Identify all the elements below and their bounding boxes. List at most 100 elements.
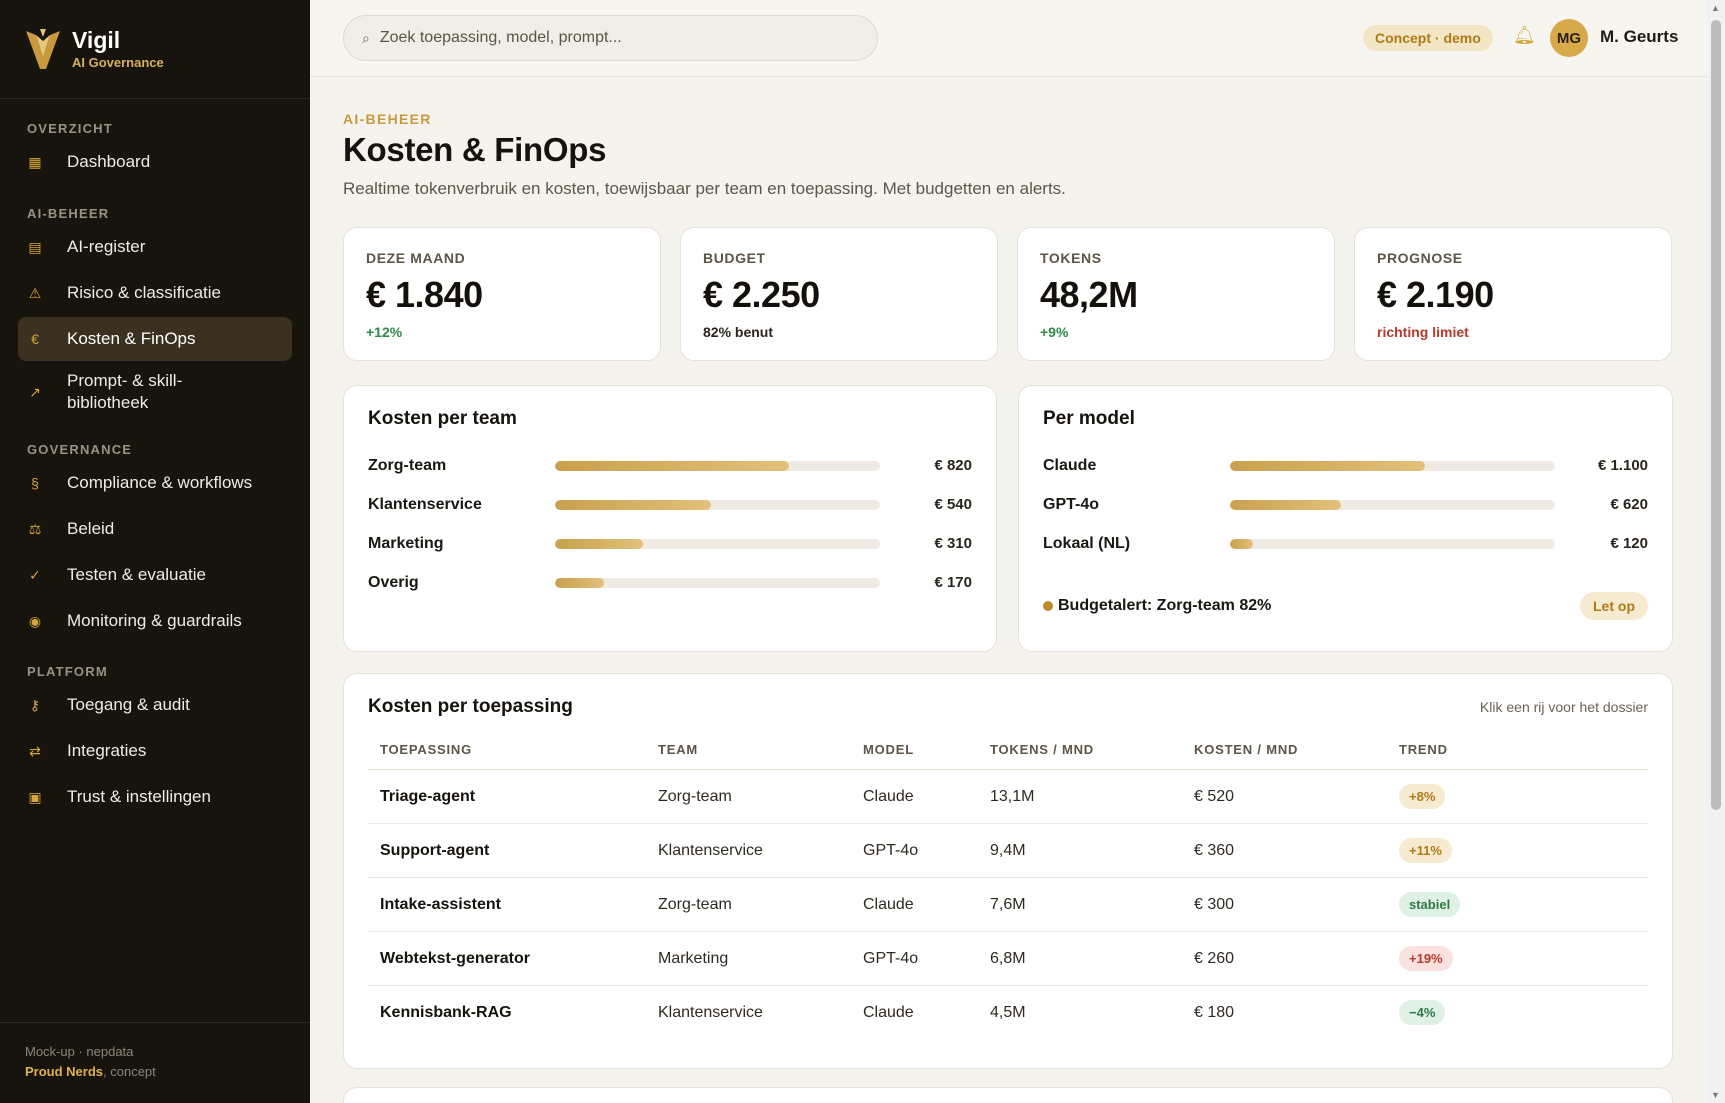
next-card-peek — [343, 1087, 1673, 1103]
column-header[interactable]: TEAM — [646, 742, 851, 770]
sidebar-item-prompt-bibliotheek[interactable]: ↗ Prompt- & skill-bibliotheek — [18, 363, 292, 421]
scroll-down-icon[interactable]: ▼ — [1711, 1090, 1720, 1100]
bar-label: Marketing — [368, 534, 444, 552]
model-bar-row[interactable]: GPT-4o € 620 — [1043, 485, 1648, 524]
model-bars: Claude € 1.100 GPT-4o € 620 Lokaal (NL) … — [1043, 446, 1648, 563]
column-header[interactable]: TOEPASSING — [368, 742, 646, 770]
cell-app: Support-agent — [368, 823, 646, 878]
sidebar-item-label: Testen & evaluatie — [67, 565, 206, 584]
bar-value: € 620 — [1610, 496, 1648, 513]
bar-fill — [1230, 538, 1253, 549]
sidebar-item-trust[interactable]: ▣ Trust & instellingen — [18, 775, 292, 819]
team-bar-row[interactable]: Overig € 170 — [368, 563, 972, 602]
demo-badge: Concept · demo — [1363, 25, 1493, 51]
cell-model: Claude — [851, 877, 978, 932]
table-row[interactable]: Webtekst-generator Marketing GPT-4o 6,8M… — [368, 931, 1648, 986]
sidebar-item-ai-register[interactable]: ▤ AI-register — [18, 225, 292, 269]
sidebar-item-dashboard[interactable]: ▦ Dashboard — [18, 140, 292, 184]
column-header[interactable]: TOKENS / MND — [978, 742, 1182, 770]
warning-icon: ⚠ — [28, 284, 42, 301]
scrollbar-thumb[interactable] — [1711, 20, 1721, 810]
cell-team: Marketing — [646, 931, 851, 986]
footer-credit: Proud Nerds, concept — [25, 1062, 285, 1082]
bar-label: Overig — [368, 573, 419, 591]
footer-mockup-note: Mock-up · nepdata — [25, 1044, 134, 1059]
box-icon: ▣ — [28, 788, 42, 805]
bar-label: Zorg-team — [368, 456, 447, 474]
bar-track — [555, 538, 880, 549]
model-bar-row[interactable]: Lokaal (NL) € 120 — [1043, 524, 1648, 563]
brand[interactable]: Vigil AI Governance — [0, 0, 310, 99]
sidebar-item-kosten-finops[interactable]: € Kosten & FinOps — [18, 317, 292, 361]
cell-team: Klantenservice — [646, 823, 851, 878]
sidebar-item-testen[interactable]: ✓ Testen & evaluatie — [18, 553, 292, 597]
brand-subtitle: AI Governance — [72, 55, 164, 70]
team-bar-row[interactable]: Marketing € 310 — [368, 524, 972, 563]
kpi-note: 82% benut — [703, 324, 774, 340]
footer-brand[interactable]: Proud Nerds — [25, 1064, 104, 1079]
table-row[interactable]: Intake-assistent Zorg-team Claude 7,6M €… — [368, 877, 1648, 932]
table-row[interactable]: Support-agent Klantenservice GPT-4o 9,4M… — [368, 823, 1648, 878]
card-title: Per model — [1043, 408, 1135, 429]
scale-icon: ⚖ — [28, 520, 42, 537]
search-input[interactable] — [379, 29, 840, 47]
kpi-label: PROGNOSE — [1377, 250, 1463, 266]
footer-suffix: , concept — [103, 1064, 156, 1079]
bar-value: € 120 — [1610, 535, 1648, 552]
kpi-value: € 2.190 — [1377, 274, 1494, 315]
nav-section-platform: PLATFORM — [27, 663, 108, 679]
arrow-icon: ↗ — [29, 384, 41, 400]
card-title: Kosten per toepassing — [368, 696, 573, 717]
kpi-card-prognose: PROGNOSE € 2.190 richting limiet — [1354, 227, 1672, 361]
budget-alert[interactable]: Budgetalert: Zorg-team 82% Let op — [1043, 592, 1648, 620]
cell-tokens: 7,6M — [978, 877, 1182, 932]
cell-cost: € 300 — [1182, 877, 1387, 932]
kpi-note: +9% — [1040, 324, 1069, 340]
cell-cost: € 260 — [1182, 931, 1387, 986]
bar-fill — [1230, 460, 1425, 471]
team-bar-row[interactable]: Klantenservice € 540 — [368, 485, 972, 524]
cell-cost: € 180 — [1194, 1003, 1235, 1021]
sidebar-item-risico[interactable]: ⚠ Risico & classificatie — [18, 271, 292, 315]
column-header[interactable]: MODEL — [851, 742, 978, 770]
bar-value: € 820 — [934, 457, 972, 474]
bar-track — [1230, 460, 1555, 471]
cell-trend: stabiel — [1387, 877, 1648, 932]
sidebar: Vigil AI Governance OVERZICHT ▦ Dashboar… — [0, 0, 310, 1103]
bar-fill — [555, 460, 789, 471]
kpi-label: BUDGET — [703, 250, 766, 266]
sidebar-footer: Mock-up · nepdata Proud Nerds, concept — [0, 1022, 310, 1103]
apps-cost-table-card: Kosten per toepassing Klik een rij voor … — [343, 673, 1673, 1069]
table-row[interactable]: Triage-agent Zorg-team Claude 13,1M € 52… — [368, 769, 1648, 824]
bell-icon[interactable]: 🔔︎ — [1513, 25, 1536, 45]
sidebar-item-beleid[interactable]: ⚖ Beleid — [18, 507, 292, 551]
table-row[interactable]: Kennisbank-RAG Klantenservice Claude 4,5… — [368, 986, 1648, 1040]
sidebar-item-toegang[interactable]: ⚷ Toegang & audit — [18, 683, 292, 727]
bar-label: Lokaal (NL) — [1043, 534, 1131, 552]
cell-trend: −4% — [1387, 986, 1648, 1040]
sidebar-item-compliance[interactable]: § Compliance & workflows — [18, 461, 292, 505]
cell-model: GPT-4o — [851, 931, 978, 986]
table-hint: Klik een rij voor het dossier — [1479, 699, 1648, 715]
page-scrollbar[interactable]: ▲ ▼ — [1707, 0, 1725, 1103]
username[interactable]: M. Geurts — [1600, 27, 1679, 46]
nav-section-governance: GOVERNANCE — [27, 441, 133, 457]
model-bar-row[interactable]: Claude € 1.100 — [1043, 446, 1648, 485]
team-bar-row[interactable]: Zorg-team € 820 — [368, 446, 972, 485]
trend-badge: −4% — [1399, 1000, 1446, 1026]
column-header[interactable]: KOSTEN / MND — [1182, 742, 1387, 770]
scroll-up-icon[interactable]: ▲ — [1711, 3, 1720, 13]
cell-trend: +8% — [1387, 769, 1648, 824]
sidebar-item-integraties[interactable]: ⇄ Integraties — [18, 729, 292, 773]
vigil-logo-icon — [26, 29, 60, 69]
bar-value: € 170 — [934, 574, 972, 591]
avatar[interactable]: MG — [1550, 19, 1588, 57]
sidebar-item-monitoring[interactable]: ◉ Monitoring & guardrails — [18, 599, 292, 643]
cell-tokens: 6,8M — [978, 931, 1182, 986]
sidebar-nav: OVERZICHT ▦ Dashboard AI-BEHEER ▤ AI-reg… — [0, 99, 310, 819]
sidebar-item-label: Integraties — [67, 741, 147, 760]
search-box[interactable]: ⌕ — [343, 15, 878, 61]
table-header-bar: Kosten per toepassing Klik een rij voor … — [368, 696, 1648, 718]
cell-team: Zorg-team — [646, 877, 851, 932]
column-header[interactable]: TREND — [1387, 742, 1648, 770]
